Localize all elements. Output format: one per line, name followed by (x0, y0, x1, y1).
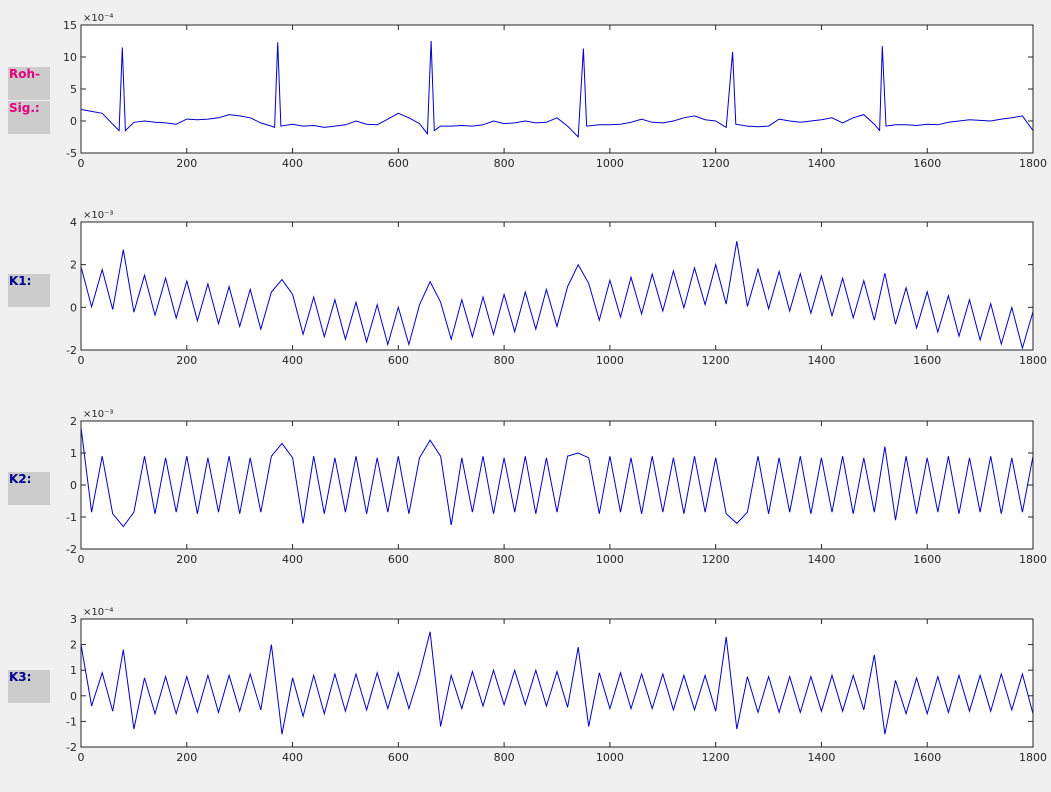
x-tick-label: 1200 (702, 751, 730, 764)
axes-background (81, 421, 1033, 549)
side-label: K2: (9, 472, 31, 486)
y-scale-label: ×10⁻⁴ (83, 13, 113, 24)
x-tick-label: 1800 (1019, 354, 1047, 367)
signal-line (80, 241, 1034, 350)
x-tick-label: 800 (494, 751, 515, 764)
signal-line (80, 427, 1034, 528)
x-tick-label: 1600 (913, 157, 941, 170)
y-tick-label: -2 (66, 543, 77, 556)
side-label: K1: (9, 274, 31, 288)
axes-box (80, 221, 1034, 351)
y-tick-label: 2 (70, 639, 77, 652)
x-tick-label: 1400 (807, 751, 835, 764)
x-tick-label: 0 (78, 354, 85, 367)
x-tick-label: 1400 (807, 157, 835, 170)
y-tick-label: 15 (63, 19, 77, 32)
y-scale-label: ×10⁻³ (83, 409, 113, 420)
side-label: Sig.: (9, 101, 40, 115)
x-tick-label: 1000 (596, 354, 624, 367)
x-tick-label: 0 (78, 751, 85, 764)
y-scale-label: ×10⁻⁴ (83, 607, 113, 618)
x-tick-label: 1400 (807, 553, 835, 566)
y-tick-label: 2 (70, 259, 77, 272)
axes-box (80, 618, 1034, 748)
x-tick-label: 1000 (596, 751, 624, 764)
x-tick-label: 200 (176, 751, 197, 764)
axes-background (81, 619, 1033, 747)
y-tick-label: 1 (70, 447, 77, 460)
axes-background (81, 25, 1033, 153)
label-box (8, 274, 50, 307)
x-tick-label: 1000 (596, 157, 624, 170)
side-label: K3: (9, 670, 31, 684)
signal-line (80, 40, 1034, 139)
x-tick-label: 200 (176, 354, 197, 367)
x-tick-label: 600 (388, 553, 409, 566)
x-tick-label: 0 (78, 553, 85, 566)
x-tick-label: 800 (494, 553, 515, 566)
x-tick-label: 1400 (807, 354, 835, 367)
x-tick-label: 200 (176, 157, 197, 170)
y-tick-label: -1 (66, 715, 77, 728)
side-label: Roh- (9, 67, 40, 81)
y-scale-label: ×10⁻³ (83, 210, 113, 221)
x-tick-label: 400 (282, 553, 303, 566)
y-tick-label: 5 (70, 83, 77, 96)
y-tick-label: -2 (66, 344, 77, 357)
y-tick-label: 1 (70, 664, 77, 677)
x-tick-label: 1200 (702, 354, 730, 367)
x-tick-label: 1600 (913, 751, 941, 764)
label-box (8, 670, 50, 703)
x-tick-label: 600 (388, 751, 409, 764)
x-tick-label: 1200 (702, 553, 730, 566)
axes-box (80, 24, 1034, 154)
signal-line (80, 631, 1034, 735)
y-tick-label: 4 (70, 216, 77, 229)
x-tick-label: 600 (388, 354, 409, 367)
x-tick-label: 400 (282, 354, 303, 367)
y-tick-label: -2 (66, 741, 77, 754)
x-tick-label: 400 (282, 157, 303, 170)
y-tick-label: 3 (70, 613, 77, 626)
y-tick-label: 2 (70, 415, 77, 428)
x-tick-label: 0 (78, 157, 85, 170)
y-tick-label: 10 (63, 51, 77, 64)
axes-background (81, 222, 1033, 350)
y-tick-label: 0 (70, 301, 77, 314)
x-tick-label: 800 (494, 354, 515, 367)
y-tick-label: -1 (66, 511, 77, 524)
x-tick-label: 600 (388, 157, 409, 170)
x-tick-label: 1600 (913, 354, 941, 367)
x-tick-label: 1600 (913, 553, 941, 566)
label-box (8, 472, 50, 505)
x-tick-label: 1000 (596, 553, 624, 566)
y-tick-label: -5 (66, 147, 77, 160)
label-box (8, 67, 50, 100)
label-box (8, 101, 50, 134)
x-tick-label: 200 (176, 553, 197, 566)
x-tick-label: 800 (494, 157, 515, 170)
y-tick-label: 0 (70, 115, 77, 128)
x-tick-label: 1800 (1019, 553, 1047, 566)
x-tick-label: 1200 (702, 157, 730, 170)
x-tick-label: 1800 (1019, 157, 1047, 170)
x-tick-label: 1800 (1019, 751, 1047, 764)
x-tick-label: 400 (282, 751, 303, 764)
axes-box (80, 420, 1034, 550)
y-tick-label: 0 (70, 479, 77, 492)
y-tick-label: 0 (70, 690, 77, 703)
